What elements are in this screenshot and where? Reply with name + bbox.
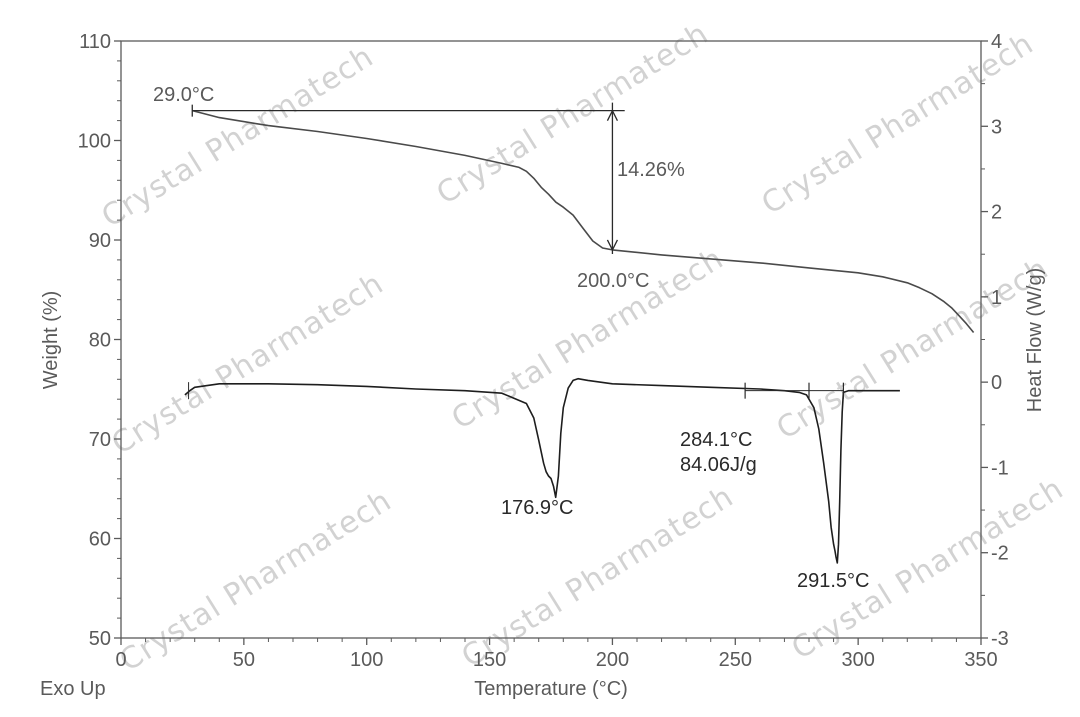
x-axis-title: Temperature (°C) [474,678,628,700]
y-left-tick-label-80: 80 [89,330,111,352]
x-tick-label-250: 250 [719,649,752,671]
annotation-marks [188,102,845,400]
y-left-tick-label-70: 70 [89,429,111,451]
x-tick-label-0: 0 [115,649,126,671]
x-tick-label-50: 50 [233,649,255,671]
y-right-tick-label--3: -3 [991,628,1009,650]
y-left-tick-label-100: 100 [78,131,111,153]
x-tick-label-100: 100 [350,649,383,671]
y-left-tick-label-90: 90 [89,230,111,252]
watermark-3: Crystal Pharmatech [106,266,390,462]
watermark-1: Crystal Pharmatech [431,16,715,212]
dsc-onset-label: 284.1°C [680,429,753,451]
y-right-tick-label-4: 4 [991,31,1002,53]
watermark-0: Crystal Pharmatech [96,39,380,235]
y-left-tick-label-60: 60 [89,529,111,551]
watermark-5: Crystal Pharmatech [771,251,1055,447]
corner-label: Exo Up [40,678,106,700]
y-axis-left: 50 60 70 80 90 100 110 [78,31,121,650]
tga-step-label: 14.26% [617,159,685,181]
tga-arrow-head-bottom [606,239,619,252]
y-right-tick-label-2: 2 [991,202,1002,224]
y-axis-right: -3 -2 -1 0 1 2 3 4 [981,31,1009,650]
tga-start-label: 29.0°C [153,84,214,106]
dsc-enthalpy-label: 84.06J/g [680,454,757,476]
y-left-tick-label-50: 50 [89,628,111,650]
dsc-peak1-label: 176.9°C [501,497,574,519]
tga-end-label: 200.0°C [577,270,650,292]
x-tick-label-150: 150 [473,649,506,671]
tga-arrow-head-top [606,109,619,121]
y-right-tick-label--2: -2 [991,543,1009,565]
series-layer [184,109,975,564]
dsc-heat-flow-curve [184,377,900,564]
y-right-tick-label-3: 3 [991,116,1002,138]
tga-weight-curve [192,109,975,334]
x-tick-label-350: 350 [964,649,997,671]
y-axis-right-title: Heat Flow (W/g) [1024,268,1046,412]
x-tick-label-300: 300 [841,649,874,671]
y-left-tick-label-110: 110 [79,31,111,53]
y-right-tick-label--1: -1 [991,457,1009,479]
y-right-tick-label-0: 0 [991,372,1002,394]
watermark-layer: Crystal Pharmatech Crystal Pharmatech Crys… [96,16,1070,679]
x-tick-label-200: 200 [596,649,629,671]
dsc-peak2-label: 291.5°C [797,570,870,592]
y-axis-left-title: Weight (%) [40,291,62,390]
y-right-tick-label-1: 1 [991,287,1002,309]
x-axis: 0 50 100 150 200 250 300 350 [115,638,998,671]
watermark-7: Crystal Pharmatech [456,479,740,675]
